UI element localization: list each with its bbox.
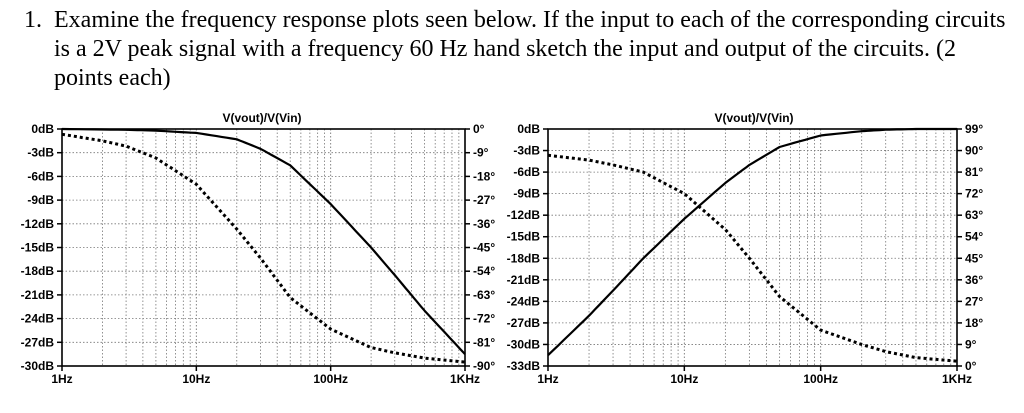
x-tick-label: 1Hz xyxy=(51,372,72,386)
y-left-tick-label: -9dB xyxy=(27,193,54,207)
y-left-tick-label: -24dB xyxy=(507,294,541,308)
y-right-tick-label: 81° xyxy=(965,165,983,179)
x-tick-label: 10Hz xyxy=(670,372,698,386)
y-left-tick-label: -24dB xyxy=(21,312,55,326)
y-left-tick-label: -30dB xyxy=(21,359,55,373)
magnitude-curve xyxy=(547,127,957,356)
y-left-tick-label: -6dB xyxy=(513,165,540,179)
y-left-tick-label: -15dB xyxy=(507,230,541,244)
y-left-tick-label: -18dB xyxy=(507,251,541,265)
y-right-tick-label: -63° xyxy=(473,288,495,302)
y-right-tick-label: 9° xyxy=(965,337,977,351)
y-right-tick-label: 0° xyxy=(965,359,977,373)
y-left-tick-label: -30dB xyxy=(507,337,541,351)
y-left-tick-label: -18dB xyxy=(21,264,55,278)
y-left-tick-label: -33dB xyxy=(507,359,541,373)
y-right-tick-label: -18° xyxy=(473,169,495,183)
y-left-tick-label: -9dB xyxy=(513,187,540,201)
plot-frame xyxy=(61,128,466,367)
y-right-tick-label: -54° xyxy=(473,264,495,278)
y-left-tick-label: -12dB xyxy=(21,217,55,231)
plot-frame xyxy=(547,128,958,367)
y-right-tick-label: 36° xyxy=(965,273,983,287)
y-left-tick-label: -21dB xyxy=(507,273,541,287)
y-right-tick-label: -90° xyxy=(473,359,495,373)
y-right-tick-label: -45° xyxy=(473,241,495,255)
phase-curve xyxy=(547,153,958,363)
y-left-tick-label: 0dB xyxy=(31,122,54,136)
y-left-tick-label: -15dB xyxy=(21,241,55,255)
magnitude-curve xyxy=(61,127,466,355)
x-tick-label: 100Hz xyxy=(313,372,348,386)
y-right-tick-label: -81° xyxy=(473,335,495,349)
chart-title: V(vout)/V(Vin) xyxy=(714,111,793,125)
y-left-tick-label: -27dB xyxy=(507,316,541,330)
chart-2: 0dB -3dB -6dB -9dB -12dB -15dB -18dB -21dB -24dB… xyxy=(507,111,984,386)
y-right-tick-label: -72° xyxy=(473,312,495,326)
y-right-tick-label: 99° xyxy=(965,122,983,136)
phase-curve xyxy=(61,132,466,364)
y-left-tick-label: -12dB xyxy=(507,208,541,222)
chart-title: V(vout)/V(Vin) xyxy=(222,111,301,125)
y-left-tick-label: -3dB xyxy=(513,144,540,158)
y-right-tick-label: 72° xyxy=(965,187,983,201)
y-right-tick-label: 45° xyxy=(965,251,983,265)
x-tick-label: 1KHz xyxy=(942,372,972,386)
x-tick-label: 100Hz xyxy=(803,372,838,386)
y-left-tick-label: -3dB xyxy=(27,146,54,160)
y-right-tick-label: 63° xyxy=(965,208,983,222)
y-left-tick-label: -21dB xyxy=(21,288,55,302)
y-right-tick-label: 27° xyxy=(965,294,983,308)
question-number: 1. xyxy=(24,7,42,33)
y-right-tick-label: 90° xyxy=(965,144,983,158)
x-tick-label: 10Hz xyxy=(182,372,210,386)
y-right-tick-label: 0° xyxy=(473,122,485,136)
y-right-tick-label: -9° xyxy=(473,146,489,160)
y-left-tick-label: -27dB xyxy=(21,335,55,349)
x-tick-label: 1KHz xyxy=(450,372,480,386)
y-right-tick-label: 18° xyxy=(965,316,983,330)
y-left-tick-label: -6dB xyxy=(27,169,54,183)
y-left-tick-label: 0dB xyxy=(517,122,540,136)
chart-1: 0dB -3dB -6dB -9dB -12dB -15dB -18dB -21dB -24dB… xyxy=(21,111,496,386)
y-right-tick-label: 54° xyxy=(965,230,983,244)
y-right-tick-label: -27° xyxy=(473,193,495,207)
y-right-tick-label: -36° xyxy=(473,217,495,231)
x-tick-label: 1Hz xyxy=(537,372,558,386)
question-prompt: Examine the frequency response plots see… xyxy=(54,7,1006,91)
